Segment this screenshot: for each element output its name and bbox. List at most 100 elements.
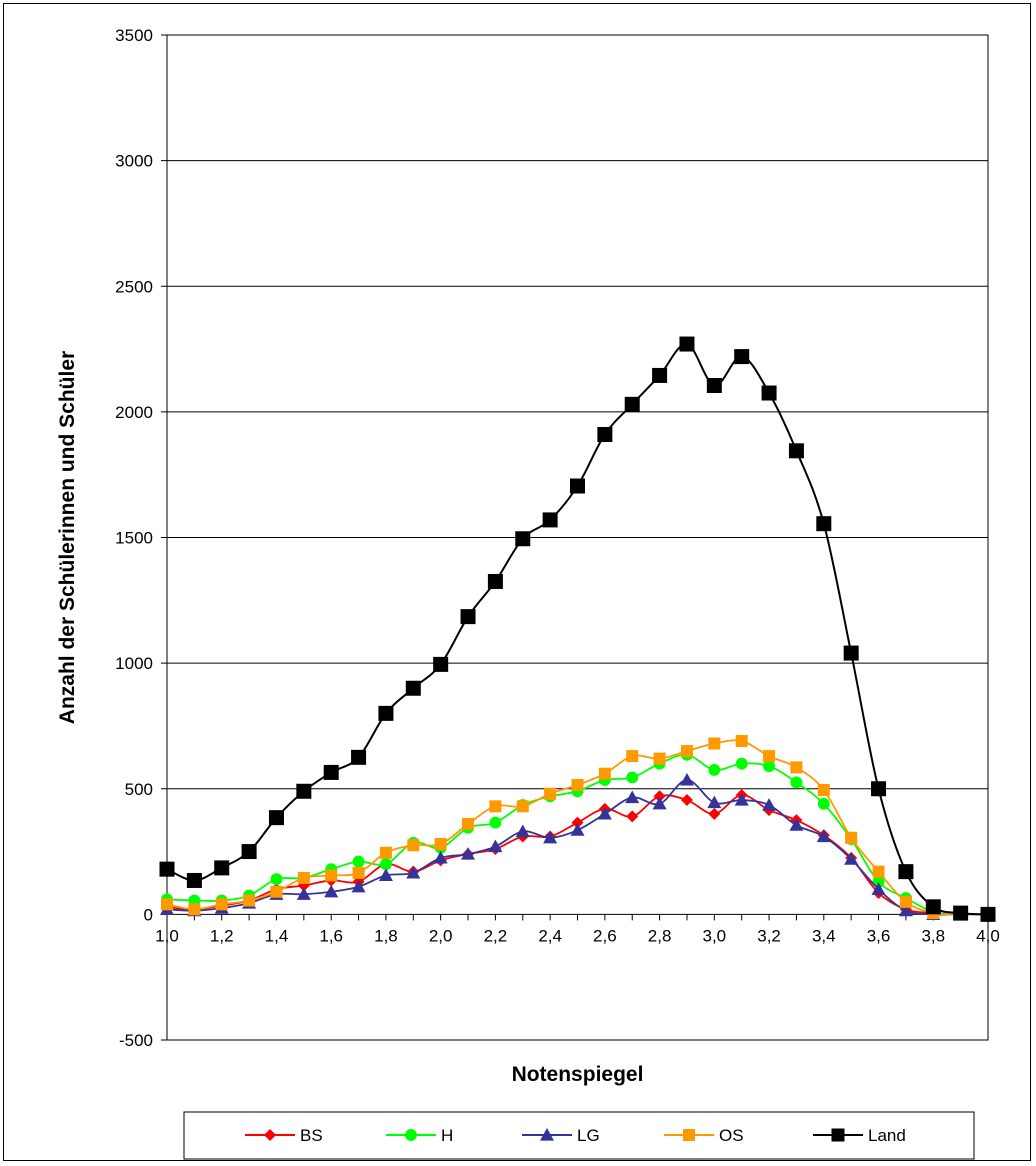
data-point-os [680, 745, 693, 758]
x-tick-label: 2,0 [429, 926, 453, 945]
legend-label-os: OS [719, 1126, 744, 1145]
data-point-lg [679, 772, 694, 786]
legend-item-bs: BS [245, 1126, 323, 1145]
data-point-os [626, 750, 639, 763]
legend: BS H LG OS Land [245, 1126, 906, 1145]
x-axis [166, 913, 989, 921]
data-point-h [270, 873, 283, 886]
data-point-land [734, 349, 750, 365]
y-tick-label: -500 [119, 1031, 153, 1050]
data-point-lg [625, 790, 640, 804]
data-point-land [706, 377, 722, 393]
x-tick-label: 1,2 [210, 926, 234, 945]
data-point-h [872, 875, 885, 888]
data-point-land [433, 656, 449, 672]
data-point-land [268, 810, 284, 826]
data-point-land [214, 860, 230, 876]
data-point-os [872, 865, 885, 878]
data-point-os [379, 846, 392, 859]
x-axis-title: Notenspiegel [512, 1063, 644, 1086]
data-point-h [626, 771, 639, 784]
legend-label-bs: BS [300, 1126, 323, 1145]
data-point-land [405, 680, 421, 696]
series-os [161, 735, 994, 921]
data-point-land [351, 749, 367, 765]
data-point-os [763, 750, 776, 763]
x-tick-label: 3,4 [812, 926, 836, 945]
data-point-os [708, 737, 721, 750]
data-point-land [624, 396, 640, 412]
y-tick-label: 2500 [115, 277, 153, 296]
legend-item-lg: LG [522, 1126, 600, 1145]
grid-lines [167, 34, 988, 790]
data-point-os [434, 838, 447, 851]
data-point-os [407, 839, 420, 852]
data-point-os [571, 778, 584, 791]
data-point-bs [626, 810, 639, 823]
data-point-os [462, 817, 475, 830]
legend-item-h: H [386, 1126, 453, 1145]
data-point-land [652, 367, 668, 383]
data-point-os [325, 869, 338, 882]
data-point-os [161, 898, 173, 911]
data-point-os [516, 800, 529, 813]
data-point-lg [816, 829, 831, 843]
legend-item-os: OS [664, 1126, 744, 1145]
data-point-os [215, 898, 228, 911]
data-point-lg [324, 884, 339, 898]
legend-marker-h [405, 1129, 417, 1141]
y-axis-title: Anzahl der Schülerinnen und Schüler [56, 351, 79, 724]
tick-labels: -500 0 500 1000 1500 2000 2500 3000 3500 1,0 1,2 1,… [115, 26, 1000, 1050]
data-point-os [489, 800, 502, 813]
data-point-land [898, 864, 914, 880]
data-point-land [159, 861, 175, 877]
data-point-os [270, 885, 283, 898]
data-point-os [790, 761, 803, 774]
legend-marker-lg [540, 1128, 554, 1141]
data-point-lg [570, 823, 585, 836]
data-point-lg [406, 865, 421, 879]
data-point-os [297, 871, 310, 884]
x-tick-label: 3,2 [757, 926, 781, 945]
data-point-h [735, 757, 748, 770]
data-point-os [735, 735, 748, 748]
y-tick-label: 2000 [115, 403, 153, 422]
data-point-os [352, 866, 365, 879]
data-point-os [188, 903, 201, 916]
data-point-os [845, 831, 858, 844]
data-point-lg [871, 882, 886, 895]
data-point-land [296, 783, 312, 799]
data-point-lg [488, 839, 503, 853]
y-tick-label: 3000 [115, 152, 153, 171]
data-point-h [790, 776, 803, 789]
data-point-land [323, 764, 339, 780]
data-point-os [899, 895, 912, 908]
legend-marker-os [683, 1129, 695, 1141]
data-point-land [925, 899, 941, 915]
data-point-land [761, 385, 777, 401]
data-point-os [544, 787, 557, 800]
legend-item-land: Land [813, 1126, 906, 1145]
y-tick-label: 1500 [115, 529, 153, 548]
data-point-h [489, 816, 502, 829]
chart-frame [3, 3, 1031, 1161]
data-point-lg [296, 887, 311, 900]
data-point-land [460, 609, 476, 625]
data-point-lg [789, 818, 804, 831]
data-point-land [597, 426, 613, 442]
data-point-land [570, 478, 585, 494]
x-tick-label: 2,8 [648, 926, 672, 945]
data-point-os [817, 784, 830, 797]
data-point-lg [734, 793, 749, 806]
data-point-bs [571, 816, 584, 829]
data-point-land [378, 705, 394, 721]
data-point-land [816, 516, 832, 532]
data-point-land [515, 531, 531, 547]
legend-label-h: H [441, 1126, 453, 1145]
data-point-land [487, 573, 503, 589]
legend-marker-land [831, 1128, 845, 1142]
data-point-h [763, 760, 776, 773]
data-point-lg [378, 868, 393, 882]
series-layer [159, 336, 996, 922]
